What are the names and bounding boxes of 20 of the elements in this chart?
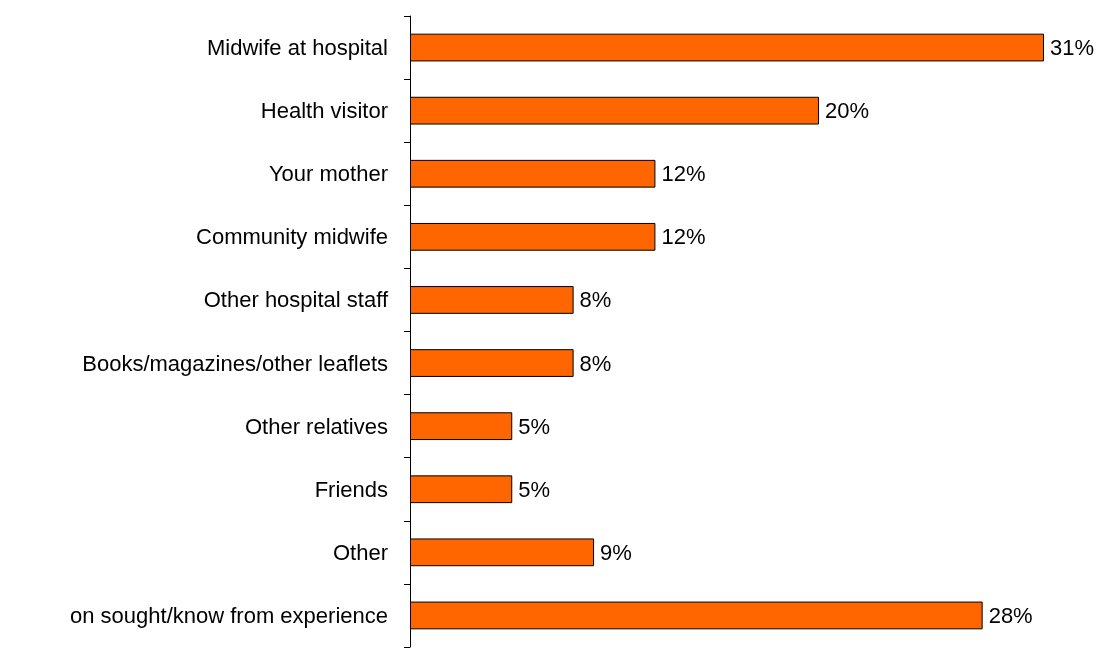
data-label: 5% <box>518 476 551 502</box>
y-tick-label: Health visitor <box>260 98 388 124</box>
data-label: 28% <box>988 602 1033 628</box>
y-tick-label: Other relatives <box>244 413 388 439</box>
y-tick-label: Other <box>332 539 388 565</box>
data-label: 12% <box>661 161 706 187</box>
data-label: 20% <box>825 98 870 124</box>
data-label: 31% <box>1050 35 1095 61</box>
data-label: 8% <box>579 350 612 376</box>
data-label: 8% <box>579 287 612 313</box>
data-label: 5% <box>518 413 551 439</box>
data-label: 9% <box>600 539 632 565</box>
y-tick-label: Your mother <box>268 161 388 187</box>
data-label: 12% <box>661 224 706 250</box>
y-tick-label: Midwife at hospital <box>207 35 388 61</box>
y-tick-label: Friends <box>314 476 388 502</box>
y-tick-label: Other hospital staff <box>203 287 389 313</box>
y-tick-label: on sought/know from experience <box>70 602 388 628</box>
y-tick-label: Books/magazines/other leaflets <box>82 350 388 376</box>
y-tick-label: Community midwife <box>196 224 388 250</box>
